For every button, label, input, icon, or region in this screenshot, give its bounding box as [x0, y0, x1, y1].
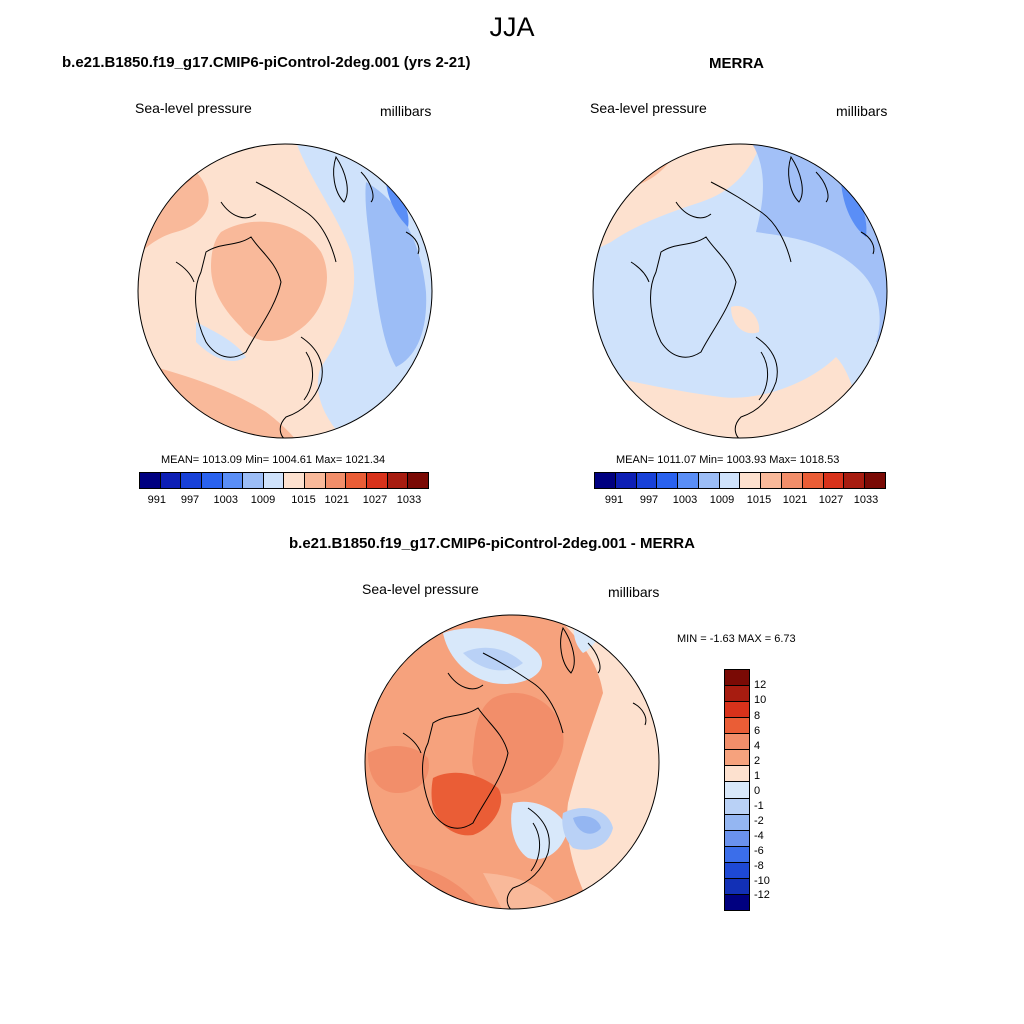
diff-colorbar-swatch	[725, 702, 749, 719]
obs-colorbar-swatch	[636, 473, 658, 488]
diff-tick-label: 6	[754, 725, 761, 737]
diff-colorbar-swatch	[725, 894, 749, 910]
model-colorbar-ticks: 991 997 1003 1009 1015 1021 1027 1033	[139, 494, 427, 508]
diff-colorbar-swatch	[725, 782, 749, 799]
obs-tick-label: 997	[639, 494, 659, 506]
diff-colorbar-ticks: 12 10 8 6 4 2 1 0 -1 -2 -4 -6 -8 -10 -12	[754, 669, 794, 909]
obs-tick-label: 991	[604, 494, 624, 506]
model-stats: MEAN= 1013.09 Min= 1004.61 Max= 1021.34	[161, 454, 386, 466]
model-colorbar-swatch	[263, 473, 285, 488]
diff-colorbar-swatch	[725, 846, 749, 863]
diff-tick-label: -6	[754, 845, 764, 857]
obs-tick-label: 1027	[818, 494, 844, 506]
obs-units-label: millibars	[836, 103, 888, 119]
model-colorbar-swatch	[181, 473, 202, 488]
diff-tick-label: 4	[754, 740, 761, 752]
diff-colorbar-swatch	[725, 830, 749, 847]
model-colorbar-swatch	[325, 473, 347, 488]
diff-tick-label: -12	[754, 889, 770, 901]
obs-panel-title: MERRA	[709, 55, 764, 72]
obs-tick-label: 1003	[672, 494, 698, 506]
model-colorbar-swatch	[284, 473, 306, 488]
diff-tick-label: 1	[754, 770, 761, 782]
obs-colorbar-swatch	[865, 473, 885, 488]
model-variable-label: Sea-level pressure	[135, 100, 252, 116]
obs-colorbar-swatch	[678, 473, 699, 488]
obs-colorbar-swatch	[719, 473, 741, 488]
obs-tick-label: 1021	[782, 494, 808, 506]
diff-colorbar-swatch	[725, 750, 749, 767]
diff-stats: MIN = -1.63 MAX = 6.73	[677, 633, 796, 645]
obs-colorbar-swatch	[740, 473, 762, 488]
diff-tick-label: -10	[754, 875, 770, 887]
diff-tick-label: 10	[754, 694, 767, 706]
diff-colorbar-swatch	[725, 878, 749, 895]
obs-colorbar-swatch	[802, 473, 824, 488]
model-tick-label: 1021	[324, 494, 350, 506]
model-slp-map	[137, 143, 433, 439]
obs-colorbar-swatch	[761, 473, 783, 488]
obs-colorbar-swatch	[698, 473, 720, 488]
obs-colorbar-swatch	[844, 473, 866, 488]
model-tick-label: 1009	[250, 494, 276, 506]
diff-colorbar-swatch	[725, 814, 749, 831]
diff-tick-label: -4	[754, 830, 764, 842]
diff-tick-label: -1	[754, 800, 764, 812]
diff-panel-title: b.e21.B1850.f19_g17.CMIP6-piControl-2deg…	[289, 535, 695, 552]
model-tick-label: 991	[147, 494, 166, 506]
diff-colorbar-swatch	[725, 670, 749, 687]
obs-tick-label: 1033	[853, 494, 879, 506]
diff-units-label: millibars	[608, 584, 660, 600]
diff-colorbar-swatch	[725, 734, 749, 751]
model-colorbar-swatch	[408, 473, 428, 488]
obs-stats: MEAN= 1011.07 Min= 1003.93 Max= 1018.53	[616, 454, 840, 466]
model-colorbar-swatch	[160, 473, 182, 488]
diff-colorbar	[724, 669, 750, 911]
model-tick-label: 1033	[396, 494, 422, 506]
diff-tick-label: -8	[754, 860, 764, 872]
model-tick-label: 1027	[362, 494, 388, 506]
diff-slp-map	[364, 614, 660, 910]
obs-colorbar-swatch	[782, 473, 803, 488]
model-colorbar-swatch	[201, 473, 223, 488]
obs-colorbar-swatch	[657, 473, 679, 488]
obs-tick-label: 1015	[746, 494, 772, 506]
obs-variable-label: Sea-level pressure	[590, 100, 707, 116]
obs-colorbar-swatch	[823, 473, 845, 488]
diff-colorbar-swatch	[725, 766, 749, 783]
obs-colorbar-ticks: 991 997 1003 1009 1015 1021 1027 1033	[594, 494, 884, 508]
model-colorbar-swatch	[387, 473, 409, 488]
obs-tick-label: 1009	[709, 494, 735, 506]
model-colorbar-swatch	[243, 473, 264, 488]
figure-title: JJA	[489, 12, 535, 42]
diff-colorbar-swatch	[725, 798, 749, 815]
obs-colorbar-swatch	[615, 473, 637, 488]
model-colorbar-swatch	[346, 473, 368, 488]
model-tick-label: 1003	[213, 494, 239, 506]
model-colorbar-swatch	[222, 473, 244, 488]
diff-colorbar-swatch	[725, 686, 749, 703]
obs-colorbar	[594, 472, 886, 489]
model-colorbar	[139, 472, 429, 489]
diff-variable-label: Sea-level pressure	[362, 581, 479, 597]
model-colorbar-swatch	[140, 473, 161, 488]
diff-tick-label: 2	[754, 755, 761, 767]
obs-colorbar-swatch	[595, 473, 616, 488]
model-colorbar-swatch	[305, 473, 326, 488]
model-units-label: millibars	[380, 103, 432, 119]
diff-tick-label: 12	[754, 679, 767, 691]
model-colorbar-swatch	[367, 473, 388, 488]
model-tick-label: 997	[180, 494, 200, 506]
diff-tick-label: 0	[754, 785, 761, 797]
diff-colorbar-swatch	[725, 718, 749, 735]
diff-tick-label: -2	[754, 815, 764, 827]
obs-slp-map	[592, 143, 888, 439]
model-tick-label: 1015	[291, 494, 316, 506]
diff-tick-label: 8	[754, 710, 761, 722]
diff-colorbar-swatch	[725, 862, 749, 879]
model-panel-title: b.e21.B1850.f19_g17.CMIP6-piControl-2deg…	[62, 54, 471, 71]
